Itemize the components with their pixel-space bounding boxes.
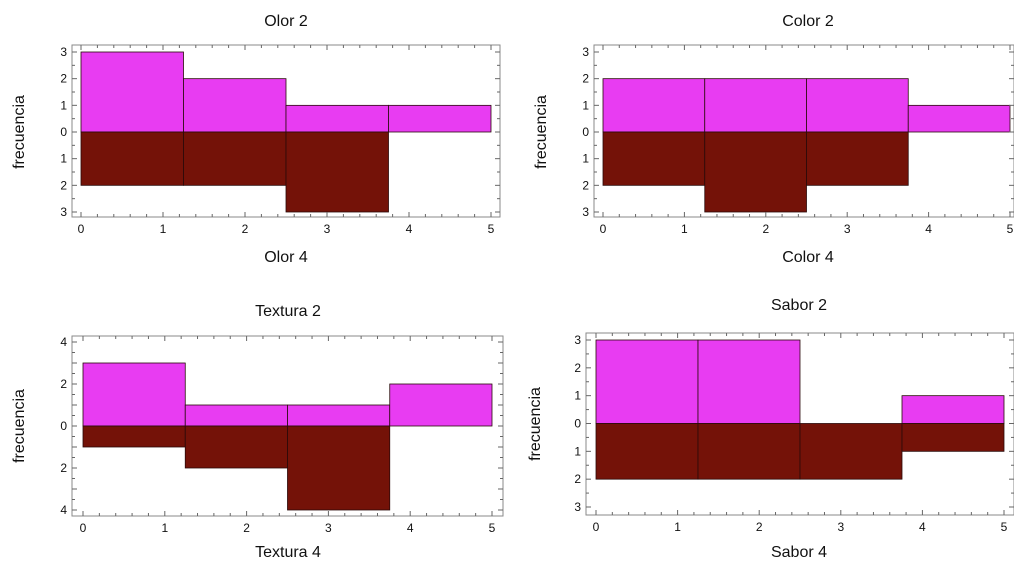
plot-frame xyxy=(593,44,1014,218)
x-tick-label: 5 xyxy=(1001,520,1008,534)
bar-lower xyxy=(697,423,801,480)
y-tick-label: 3 xyxy=(574,500,581,514)
chart-title: Textura 2 xyxy=(255,303,321,320)
y-tick-label: 0 xyxy=(574,417,581,431)
x-tick-label: 2 xyxy=(242,222,249,236)
bar-upper xyxy=(907,104,1011,133)
bar-lower xyxy=(901,423,1005,452)
x-tick-label: 5 xyxy=(488,222,495,236)
x-tick-label: 4 xyxy=(919,520,926,534)
bar-upper xyxy=(595,339,699,424)
bar-lower xyxy=(183,131,287,186)
chart-title: Sabor 2 xyxy=(771,297,827,314)
panel-sabor: Sabor 2 Sabor 4 frecuencia 0 1 2 3 4 5 3 2 1 0 1 2 3 xyxy=(527,297,1014,561)
x-tick-label: 0 xyxy=(600,222,607,236)
bar-lower xyxy=(80,131,184,186)
y-tick-label: 0 xyxy=(60,125,67,139)
x-axis-label: Textura 4 xyxy=(255,544,321,561)
bar-upper xyxy=(697,339,801,424)
bar-upper xyxy=(80,51,184,133)
bar-upper xyxy=(806,78,909,133)
x-tick-label: 0 xyxy=(593,520,600,534)
y-tick-label: 3 xyxy=(60,45,67,59)
y-tick-label: 1 xyxy=(574,389,581,403)
x-tick-label: 2 xyxy=(243,521,250,535)
y-tick-label: 2 xyxy=(574,361,581,375)
x-tick-label: 4 xyxy=(925,222,932,236)
bar-lower xyxy=(287,425,391,511)
bar-upper xyxy=(389,383,493,427)
chart-title: Color 2 xyxy=(782,13,834,30)
x-tick-label: 1 xyxy=(681,222,688,236)
y-tick-label: 4 xyxy=(60,335,67,349)
y-tick-label: 1 xyxy=(60,98,67,112)
y-axis-label: frecuencia xyxy=(527,387,544,461)
y-tick-label: 2 xyxy=(582,178,589,192)
x-tick-label: 0 xyxy=(78,222,85,236)
bar-upper xyxy=(287,404,391,427)
bar-lower xyxy=(595,423,699,480)
x-tick-label: 1 xyxy=(160,222,167,236)
chart-title: Olor 2 xyxy=(264,13,308,30)
y-tick-label: 3 xyxy=(60,205,67,219)
x-tick-label: 3 xyxy=(325,521,332,535)
x-tick-label: 2 xyxy=(756,520,763,534)
x-tick-label: 3 xyxy=(324,222,331,236)
bar-upper xyxy=(388,104,492,133)
bar-lower xyxy=(82,425,186,448)
y-tick-label: 2 xyxy=(60,178,67,192)
y-tick-label: 3 xyxy=(582,205,589,219)
x-tick-label: 4 xyxy=(407,521,414,535)
plot-frame xyxy=(71,44,501,218)
x-tick-label: 3 xyxy=(837,520,844,534)
x-tick-label: 5 xyxy=(489,521,496,535)
x-tick-label: 1 xyxy=(161,521,168,535)
y-tick-label: 2 xyxy=(574,472,581,486)
y-tick-label: 2 xyxy=(582,72,589,86)
y-tick-label: 4 xyxy=(60,503,67,517)
y-tick-label: 1 xyxy=(582,152,589,166)
bar-upper xyxy=(901,395,1005,424)
y-tick-label: 2 xyxy=(60,72,67,86)
panel-textura: Textura 2 Textura 4 frecuencia 0 1 2 3 4 5 4 2 0… xyxy=(11,303,504,561)
panel-color: Color 2 Color 4 frecuencia 0 1 2 3 4 5 3 2 1 0 1 2 3 xyxy=(533,13,1014,266)
bar-lower xyxy=(184,425,288,469)
x-tick-label: 4 xyxy=(406,222,413,236)
bar-lower xyxy=(806,131,909,186)
y-tick-label: 1 xyxy=(574,444,581,458)
x-tick-label: 3 xyxy=(844,222,851,236)
x-tick-label: 1 xyxy=(674,520,681,534)
y-tick-label: 0 xyxy=(582,125,589,139)
x-axis-label: Sabor 4 xyxy=(771,544,827,561)
y-axis-label: frecuencia xyxy=(11,95,28,169)
bar-lower xyxy=(602,131,706,186)
bar-upper xyxy=(285,104,389,133)
bar-lower xyxy=(799,423,903,480)
x-tick-label: 5 xyxy=(1007,222,1014,236)
panel-olor: Olor 2 Olor 4 frecuencia 0 1 2 3 4 5 3 2 1 0 1 2 3 xyxy=(11,13,501,266)
y-tick-label: 1 xyxy=(582,98,589,112)
x-axis-label: Olor 4 xyxy=(264,249,308,266)
y-axis-label: frecuencia xyxy=(11,389,28,463)
y-tick-label: 3 xyxy=(582,45,589,59)
x-tick-label: 2 xyxy=(762,222,769,236)
bar-upper xyxy=(183,78,287,133)
bar-upper xyxy=(704,78,807,133)
x-tick-label: 0 xyxy=(80,521,87,535)
y-tick-label: 0 xyxy=(60,419,67,433)
bar-upper xyxy=(82,362,186,427)
y-tick-label: 3 xyxy=(574,333,581,347)
y-tick-label: 2 xyxy=(60,461,67,475)
bar-upper xyxy=(602,78,706,133)
y-tick-label: 2 xyxy=(60,377,67,391)
y-tick-label: 1 xyxy=(60,152,67,166)
y-axis-label: frecuencia xyxy=(533,95,550,169)
bar-lower xyxy=(704,131,807,213)
bar-upper xyxy=(184,404,288,427)
x-axis-label: Color 4 xyxy=(782,249,834,266)
bar-lower xyxy=(285,131,389,213)
